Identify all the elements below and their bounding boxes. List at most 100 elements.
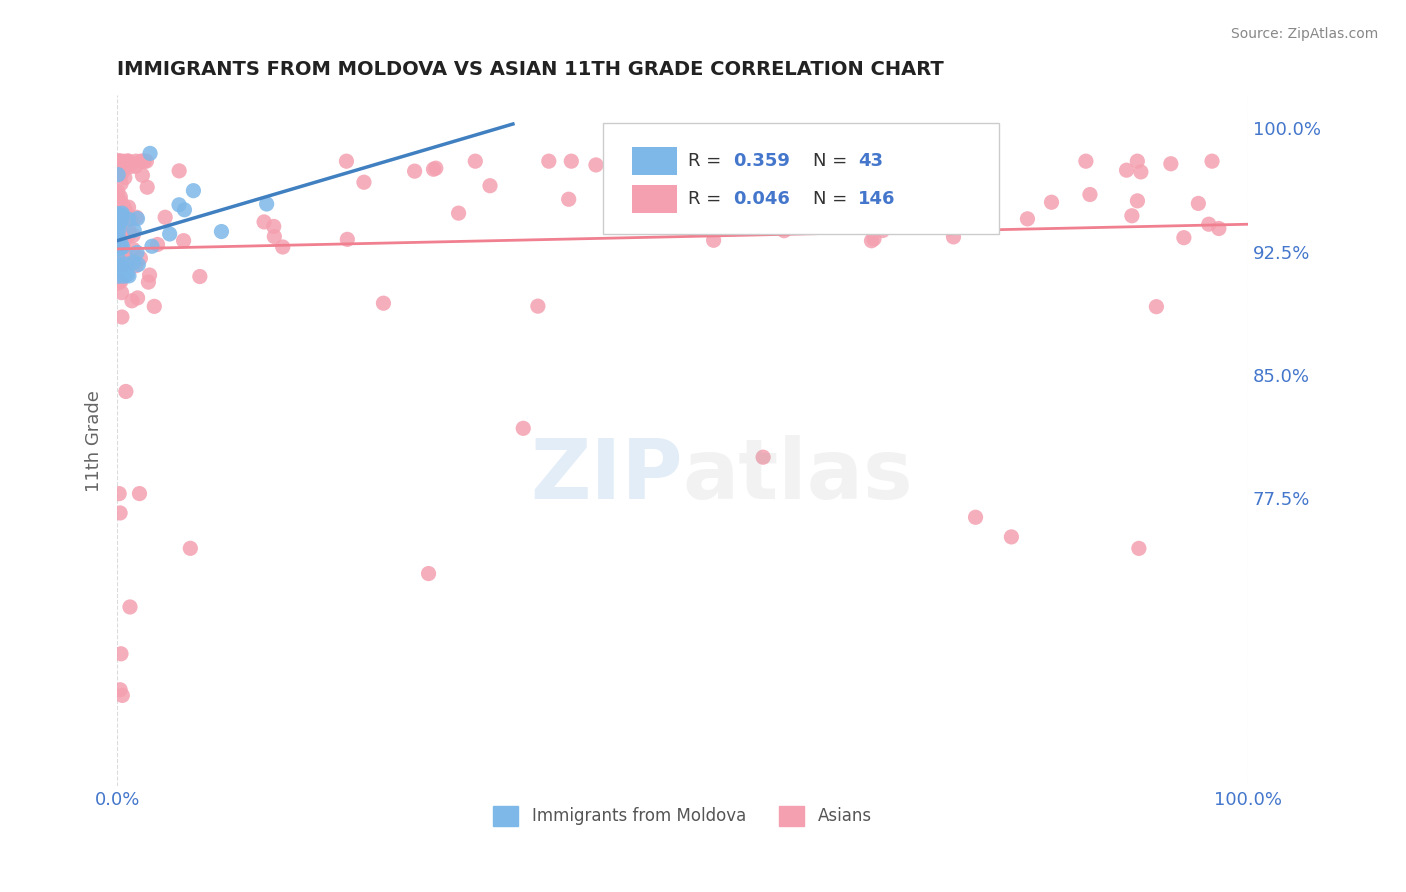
Point bbox=[124, 159, 146, 173]
Point bbox=[110, 240, 132, 254]
Text: 0.359: 0.359 bbox=[734, 152, 790, 170]
Point bbox=[179, 541, 201, 556]
Point bbox=[1121, 209, 1143, 223]
Point bbox=[1078, 187, 1101, 202]
Point bbox=[111, 202, 134, 217]
Point bbox=[143, 299, 166, 313]
Point bbox=[759, 154, 782, 169]
Point bbox=[115, 159, 138, 173]
Point bbox=[117, 227, 139, 242]
Point bbox=[135, 154, 157, 169]
Point bbox=[107, 212, 129, 227]
Point bbox=[138, 275, 160, 289]
Point bbox=[108, 221, 131, 235]
Point bbox=[139, 146, 162, 161]
Point bbox=[108, 269, 131, 284]
Point bbox=[117, 154, 139, 169]
Point bbox=[108, 218, 131, 232]
Point bbox=[1208, 221, 1230, 235]
Text: atlas: atlas bbox=[682, 434, 914, 516]
Point bbox=[404, 164, 426, 178]
Text: R =: R = bbox=[688, 190, 727, 208]
Point bbox=[105, 154, 128, 169]
Point bbox=[1126, 194, 1149, 208]
Point bbox=[1201, 154, 1223, 169]
Point bbox=[110, 647, 132, 661]
Text: N =: N = bbox=[813, 190, 852, 208]
Point bbox=[114, 247, 136, 261]
Point bbox=[773, 224, 796, 238]
Point bbox=[167, 198, 190, 212]
Point bbox=[173, 202, 195, 217]
Point bbox=[111, 208, 134, 222]
Point bbox=[731, 183, 754, 197]
Point bbox=[107, 233, 129, 247]
Point bbox=[107, 276, 129, 290]
Point bbox=[1187, 196, 1209, 211]
Point bbox=[107, 185, 129, 199]
Point bbox=[527, 299, 550, 313]
Point bbox=[856, 162, 879, 177]
Point bbox=[117, 212, 139, 227]
Point bbox=[110, 211, 132, 225]
Point bbox=[560, 154, 582, 169]
Point bbox=[842, 194, 865, 209]
Point bbox=[110, 213, 132, 227]
Point bbox=[1128, 541, 1150, 556]
Point bbox=[110, 237, 132, 252]
FancyBboxPatch shape bbox=[603, 123, 1000, 234]
Point bbox=[108, 154, 131, 169]
Point bbox=[111, 206, 134, 220]
Point bbox=[965, 510, 987, 524]
Text: 146: 146 bbox=[858, 190, 896, 208]
Point bbox=[557, 192, 579, 206]
Point bbox=[905, 171, 928, 186]
Point bbox=[108, 209, 131, 223]
Point bbox=[1126, 154, 1149, 169]
Point bbox=[263, 219, 285, 234]
Point bbox=[107, 237, 129, 252]
Point bbox=[127, 258, 149, 272]
Point bbox=[110, 234, 132, 248]
Point bbox=[117, 154, 139, 169]
Point bbox=[108, 242, 131, 256]
Point bbox=[869, 154, 891, 169]
Point bbox=[110, 177, 132, 191]
Point bbox=[136, 180, 159, 194]
Point bbox=[752, 450, 775, 465]
Point bbox=[108, 486, 131, 500]
Point bbox=[942, 230, 965, 244]
Point bbox=[860, 234, 883, 248]
Point bbox=[479, 178, 502, 193]
Point bbox=[1144, 300, 1167, 314]
Point bbox=[373, 296, 395, 310]
Point bbox=[117, 154, 139, 169]
Point bbox=[114, 170, 136, 185]
Point bbox=[585, 158, 607, 172]
Point bbox=[253, 215, 276, 229]
Point bbox=[132, 154, 155, 169]
Point bbox=[872, 223, 894, 237]
Point bbox=[127, 291, 149, 305]
Point bbox=[938, 221, 960, 235]
Point bbox=[256, 197, 278, 211]
Point bbox=[852, 179, 875, 194]
Point bbox=[108, 209, 131, 223]
Point bbox=[114, 205, 136, 219]
FancyBboxPatch shape bbox=[631, 186, 676, 213]
Point bbox=[512, 421, 534, 435]
Point bbox=[782, 154, 804, 169]
Point bbox=[108, 217, 131, 231]
Point bbox=[703, 233, 725, 247]
Point bbox=[121, 293, 143, 308]
Point bbox=[1074, 154, 1097, 169]
Point bbox=[110, 167, 132, 181]
Point bbox=[110, 213, 132, 227]
Point bbox=[114, 232, 136, 246]
Point bbox=[128, 486, 150, 500]
Text: ZIP: ZIP bbox=[530, 434, 682, 516]
Point bbox=[105, 154, 128, 169]
Point bbox=[107, 242, 129, 256]
Point bbox=[125, 259, 148, 273]
Point bbox=[167, 164, 190, 178]
